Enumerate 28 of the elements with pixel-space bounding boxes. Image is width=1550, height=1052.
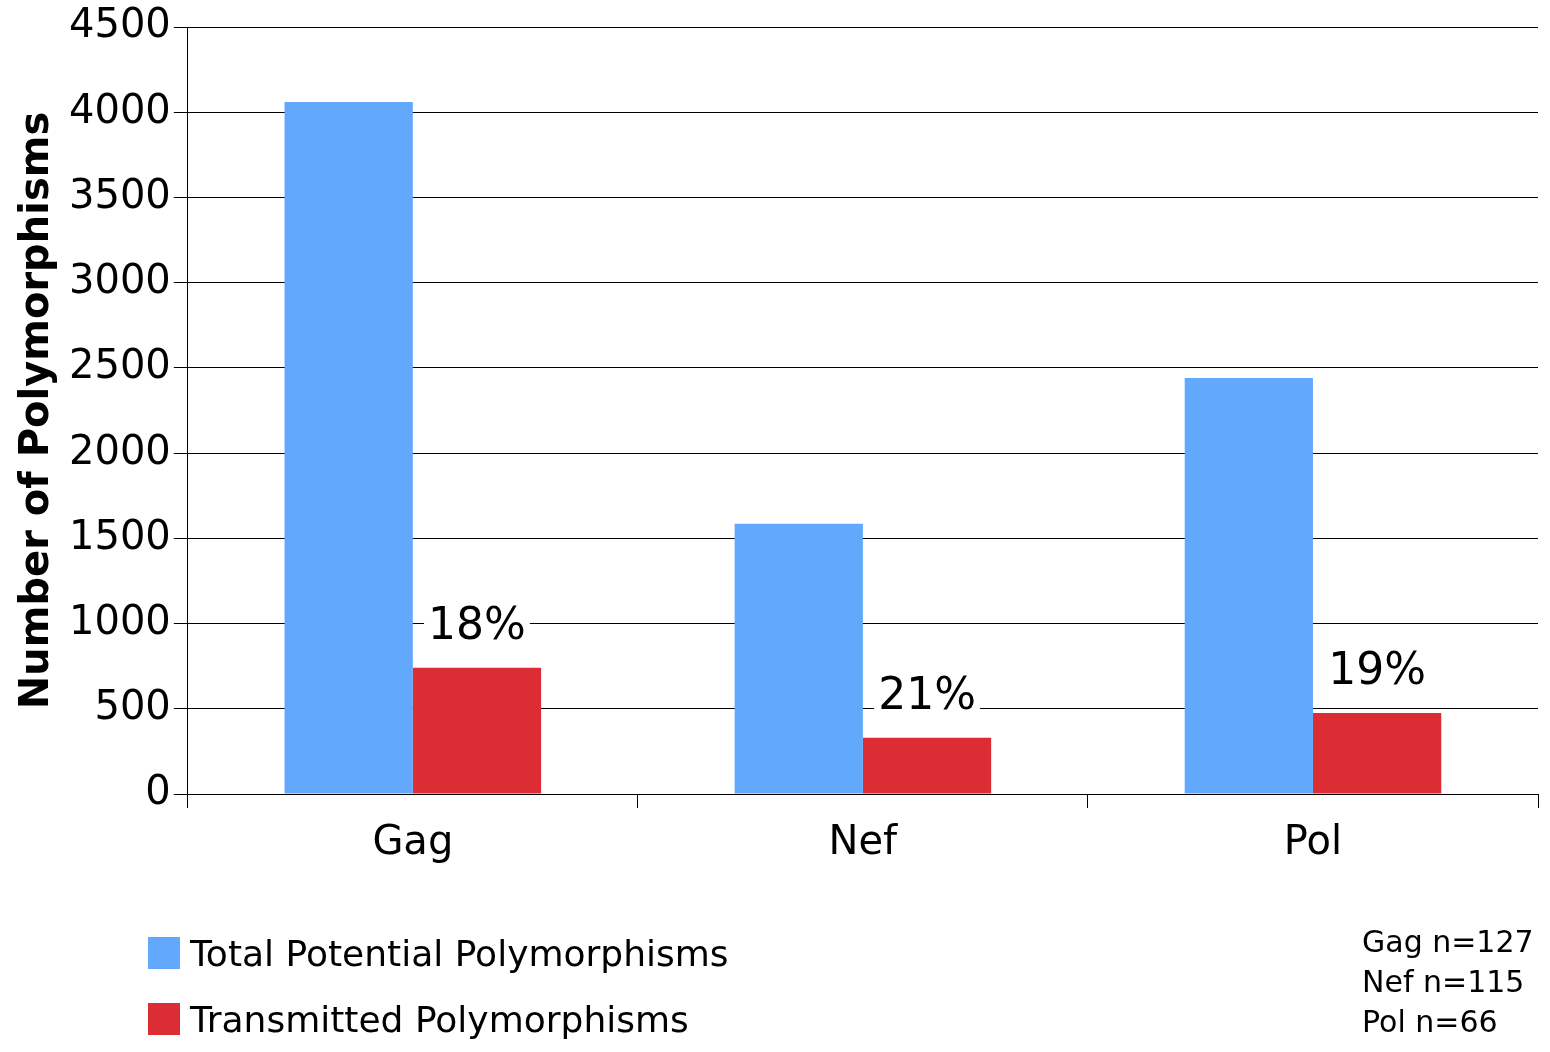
y-tick-label: 2000 xyxy=(69,426,171,473)
y-axis-title: Number of Polymorphisms xyxy=(11,111,58,710)
bar xyxy=(862,737,992,794)
x-tick-label: Pol xyxy=(1283,817,1343,864)
bar xyxy=(1184,378,1313,794)
y-tick-label: 3000 xyxy=(69,256,171,303)
legend-label: Total Potential Polymorphisms xyxy=(190,932,729,974)
bar xyxy=(412,667,542,794)
bar xyxy=(284,102,413,794)
y-tick-label: 1500 xyxy=(69,511,171,558)
annotation: 19% xyxy=(1328,643,1426,695)
y-tick-label: 2500 xyxy=(69,341,171,388)
text: Nef n=115 xyxy=(1362,963,1526,1001)
text: Pol n=66 xyxy=(1362,1003,1499,1041)
y-tick-label: 500 xyxy=(94,682,171,729)
x-tick-label: Gag xyxy=(372,817,454,864)
y-tick-label: 4500 xyxy=(69,0,171,47)
y-tick-label: 4000 xyxy=(69,85,171,132)
x-tick-label: Nef xyxy=(828,817,899,864)
y-tick-label: 3500 xyxy=(69,170,171,217)
y-tick-label: 1000 xyxy=(69,596,171,643)
bar xyxy=(1312,713,1442,794)
text: Gag n=127 xyxy=(1362,923,1534,961)
bar xyxy=(734,523,863,794)
y-tick-label: 0 xyxy=(145,767,171,814)
annotation: 21% xyxy=(878,668,976,720)
legend-label: Transmitted Polymorphisms xyxy=(190,998,689,1040)
annotation: 18% xyxy=(428,598,526,650)
